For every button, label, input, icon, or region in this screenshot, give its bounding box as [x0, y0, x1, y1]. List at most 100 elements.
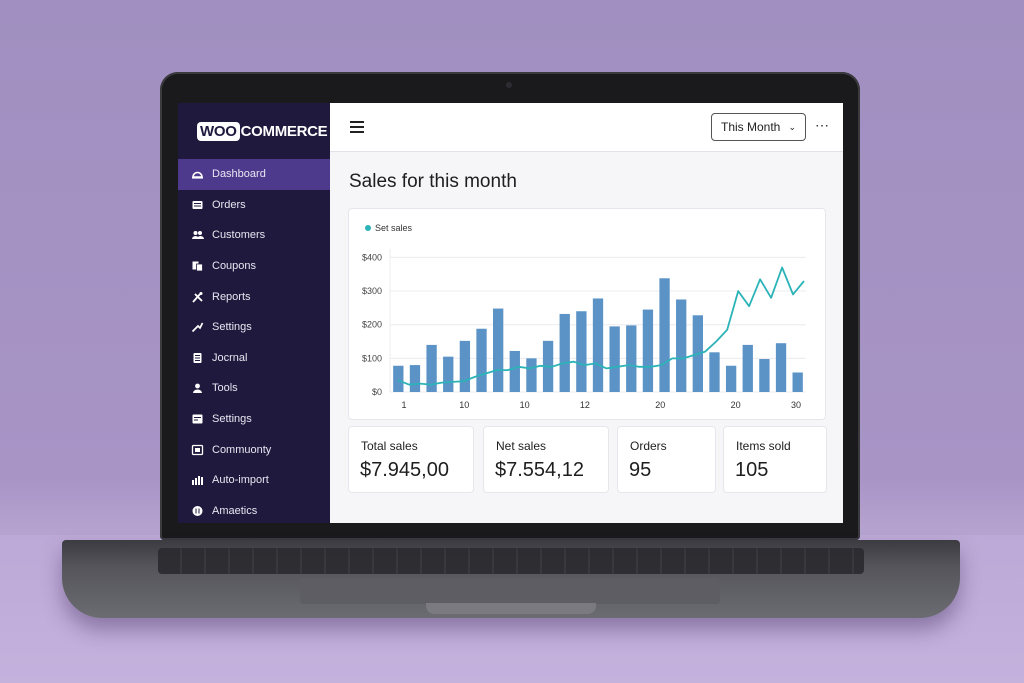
sidebar-item-label: Dashboard	[212, 168, 266, 181]
x-tick-label: 12	[580, 400, 590, 410]
x-tick-label: 20	[731, 400, 741, 410]
settings-icon	[190, 321, 204, 333]
sidebar-item-settings[interactable]: Settings	[178, 312, 330, 343]
chart-bar	[426, 344, 437, 392]
sidebar-nav: Dashboard Orders Customers Coupons Reports Se…	[178, 159, 330, 523]
stat-net-sales: Net sales $7.554,12	[483, 426, 609, 493]
stat-label: Orders	[630, 439, 667, 453]
chart-bar	[592, 298, 604, 392]
logo-commerce-text: COMMERCE	[240, 122, 328, 140]
stat-label: Net sales	[496, 439, 547, 453]
laptop-lid: WOO COMMERCE Dashboard Orders Customers Cou…	[160, 72, 860, 540]
chart-bar	[676, 299, 687, 392]
sidebar-item-settings-2[interactable]: Settings	[178, 404, 330, 435]
chart-bar	[393, 365, 404, 392]
sales-chart-card: Set sales $400 $300 $200 $100 $0 1 10 10 12 20 20 3…	[348, 208, 826, 420]
lid-notch	[426, 603, 596, 614]
x-tick-label: 10	[520, 400, 530, 410]
reports-icon	[190, 291, 204, 303]
period-select[interactable]: This Month ⌄	[711, 113, 806, 141]
stat-value: 95	[629, 459, 652, 481]
x-tick-label: 1	[401, 400, 406, 410]
sidebar-item-dashboard[interactable]: Dashboard	[178, 159, 330, 190]
more-options-icon[interactable]: ⋯	[815, 117, 830, 133]
sidebar-item-tools[interactable]: Tools	[178, 373, 330, 404]
sidebar-item-label: Coupons	[212, 260, 257, 273]
sidebar-item-amaetics[interactable]: Amaetics	[178, 496, 330, 523]
period-select-value: This Month	[721, 120, 781, 134]
sidebar-item-label: Settings	[212, 413, 252, 426]
sidebar-item-reports[interactable]: Reports	[178, 281, 330, 312]
keyboard	[158, 548, 864, 574]
page-title: Sales for this month	[349, 171, 517, 192]
chart-bar	[775, 343, 787, 392]
sidebar-item-jocrnal[interactable]: Jocrnal	[178, 343, 330, 374]
sidebar-item-label: Reports	[212, 290, 251, 303]
sidebar-item-label: Amaetics	[212, 504, 258, 517]
y-tick-label: $100	[362, 353, 382, 363]
chart-bar	[709, 352, 720, 392]
stat-value: 105	[735, 459, 769, 481]
auto-import-icon	[190, 474, 204, 486]
x-tick-label: 20	[655, 400, 665, 410]
coupons-icon	[190, 260, 204, 272]
stat-value: $7.554,12	[495, 459, 584, 481]
trackpad	[300, 578, 720, 604]
chart-bar	[459, 340, 471, 392]
chart-bar	[742, 344, 753, 392]
chart-bar	[509, 350, 520, 392]
chart-bar	[526, 358, 537, 392]
camera	[506, 82, 512, 88]
top-bar: This Month ⌄ ⋯	[330, 103, 843, 152]
stat-label: Items sold	[736, 439, 791, 453]
settings-alt-icon	[190, 413, 204, 425]
chart-bar	[759, 359, 770, 392]
sidebar-item-customers[interactable]: Customers	[178, 220, 330, 251]
y-tick-label: $400	[362, 252, 382, 262]
sidebar-item-coupons[interactable]: Coupons	[178, 251, 330, 282]
chart-bar	[443, 356, 454, 392]
chart-bar	[559, 313, 570, 392]
tools-icon	[190, 382, 204, 394]
chart-bar	[476, 328, 487, 392]
chart-bar	[725, 365, 737, 392]
legend-dot-icon	[365, 225, 371, 231]
stat-value: $7.945,00	[360, 459, 449, 481]
chart-bar	[493, 308, 504, 392]
sidebar-item-label: Customers	[212, 229, 266, 242]
sidebar-item-orders[interactable]: Orders	[178, 190, 330, 221]
analytics-icon	[190, 505, 204, 517]
stat-label: Total sales	[361, 439, 418, 453]
logo-woo-text: WOO	[197, 121, 240, 141]
chevron-down-icon: ⌄	[788, 122, 796, 132]
sidebar-item-label: Auto-import	[212, 474, 269, 487]
chart-bar	[792, 372, 803, 392]
sidebar-item-label: Jocrnal	[212, 351, 248, 364]
woocommerce-logo[interactable]: WOO COMMERCE	[178, 103, 330, 159]
chart-legend: Set sales	[365, 223, 412, 233]
chart-bar	[609, 326, 620, 392]
sidebar-item-label: Orders	[212, 198, 246, 211]
laptop-screen: WOO COMMERCE Dashboard Orders Customers Cou…	[178, 103, 843, 523]
net-sales-line	[397, 266, 805, 386]
x-tick-label: 30	[791, 400, 801, 410]
chart-bar	[576, 311, 587, 392]
y-tick-label: $0	[372, 387, 382, 397]
customers-icon	[190, 229, 204, 241]
journal-icon	[190, 352, 204, 364]
sidebar-item-label: Tools	[212, 382, 238, 395]
stat-orders: Orders 95	[617, 426, 716, 493]
orders-icon	[190, 199, 204, 211]
sidebar: WOO COMMERCE Dashboard Orders Customers Cou…	[178, 103, 330, 523]
sidebar-item-commuonty[interactable]: Commuonty	[178, 434, 330, 465]
x-tick-label: 10	[459, 400, 469, 410]
menu-icon[interactable]	[350, 121, 364, 133]
community-icon	[190, 444, 204, 456]
chart-bar	[642, 309, 654, 392]
sidebar-item-label: Commuonty	[212, 443, 272, 456]
chart-bar	[626, 325, 637, 392]
chart-bar	[409, 365, 421, 392]
y-tick-label: $300	[362, 286, 382, 296]
stat-items-sold: Items sold 105	[723, 426, 827, 493]
sidebar-item-auto-import[interactable]: Auto-import	[178, 465, 330, 496]
